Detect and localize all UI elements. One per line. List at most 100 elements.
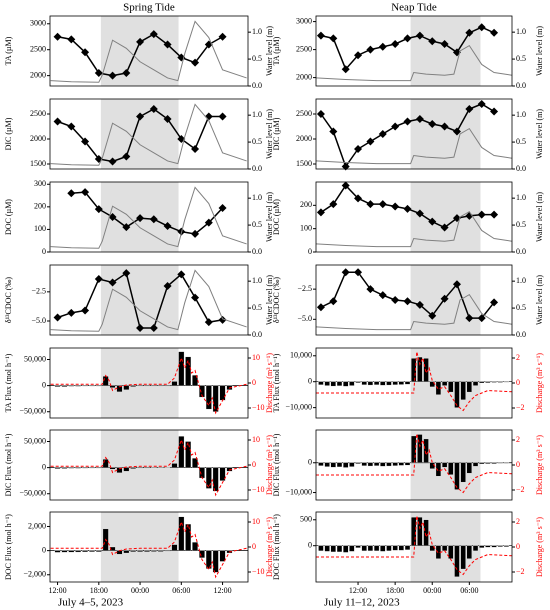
diamond-marker xyxy=(163,115,172,123)
diamond-marker xyxy=(378,200,387,209)
y2-tick-label: 0.5 xyxy=(252,137,262,146)
y-tick-label: 2500 xyxy=(296,44,312,53)
plot-frame xyxy=(315,264,513,336)
flux-bar xyxy=(192,542,198,551)
diamond-marker xyxy=(490,210,499,219)
diamond-marker xyxy=(391,296,400,304)
y2-tick-label: 0.0 xyxy=(516,81,526,90)
y-tick-label: 2500 xyxy=(296,109,312,118)
y2-tick-label: 0 xyxy=(516,542,520,551)
flux-bar xyxy=(89,467,95,469)
flux-bar xyxy=(61,467,68,469)
flux-bar xyxy=(367,462,374,467)
y2-tick-label: 0 xyxy=(516,378,520,387)
flux-bar xyxy=(330,381,336,387)
diamond-marker xyxy=(354,51,363,60)
flux-bar xyxy=(460,462,466,483)
flux-bar xyxy=(68,467,75,469)
y-tick-label: 0 xyxy=(308,541,312,550)
flux-bar xyxy=(185,523,192,551)
diamond-marker xyxy=(316,208,325,217)
y2-tick-label: 0.5 xyxy=(252,220,262,229)
flux-bar xyxy=(75,385,82,387)
diamond-marker xyxy=(490,107,499,116)
flux-bar xyxy=(398,545,404,551)
y2-tick-label: 1.0 xyxy=(252,276,262,285)
flux-bar xyxy=(178,436,185,468)
flux-bar xyxy=(497,545,503,547)
flux-bar xyxy=(361,381,367,385)
flux-bar xyxy=(479,545,485,548)
flux-bar xyxy=(491,545,497,548)
y2-tick-label: 0 xyxy=(516,460,520,469)
y-tick-label: 2000 xyxy=(296,72,312,81)
flux-bar xyxy=(373,381,380,385)
flux-bar xyxy=(441,462,448,468)
y2-line xyxy=(50,438,247,497)
plot-frame xyxy=(315,181,513,253)
flux-bar xyxy=(392,381,398,385)
flux-bar xyxy=(398,462,404,466)
diamond-marker xyxy=(341,162,350,171)
flux-bar xyxy=(130,467,137,469)
flux-bar xyxy=(417,434,423,463)
flux-bar xyxy=(330,462,336,468)
diamond-marker xyxy=(94,275,103,283)
diamond-marker xyxy=(465,314,474,323)
y2-axis-label: Discharge (m³ s⁻¹) xyxy=(265,435,274,495)
diamond-marker xyxy=(403,34,412,43)
diamond-marker xyxy=(67,122,76,131)
diamond-marker xyxy=(191,229,200,238)
y2-tick-label: 10 xyxy=(252,517,260,526)
plot-frame xyxy=(49,98,249,170)
night-shade xyxy=(100,265,179,335)
diamond-marker xyxy=(403,117,412,126)
flux-bar xyxy=(404,381,411,385)
diamond-marker xyxy=(122,69,131,78)
flux-bar xyxy=(417,517,423,546)
flux-bar xyxy=(75,550,82,553)
flux-bar xyxy=(349,545,355,552)
flux-bar xyxy=(454,462,460,490)
flux-bar xyxy=(144,385,150,387)
diamond-marker xyxy=(94,205,103,214)
y2-tick-label: 10 xyxy=(252,435,260,444)
flux-bar xyxy=(472,462,479,467)
diamond-marker xyxy=(177,270,186,279)
y2-tick-label: 0.5 xyxy=(516,54,526,63)
flux-bar xyxy=(380,381,386,386)
diamond-marker xyxy=(490,28,499,37)
y-tick-label: −10,000 xyxy=(285,402,312,411)
flux-bar xyxy=(361,545,367,552)
x-tick-label: 18:00 xyxy=(386,586,404,595)
flux-bar xyxy=(497,381,503,383)
flux-bar xyxy=(54,385,61,387)
flux-bar xyxy=(324,381,330,386)
y-tick-label: −5.0 xyxy=(297,314,312,323)
y-tick-label: 3000 xyxy=(296,16,312,25)
y2-tick-label: 1.0 xyxy=(252,27,262,36)
flux-bar xyxy=(164,385,171,387)
diamond-marker xyxy=(452,127,461,136)
x-tick-label: 06:00 xyxy=(172,586,190,595)
flux-bar xyxy=(423,358,429,382)
y2-axis-label: Water level (m) xyxy=(535,26,544,76)
diamond-marker xyxy=(440,223,449,232)
diamond-marker xyxy=(366,200,375,209)
flux-bar xyxy=(89,550,95,552)
diamond-marker xyxy=(428,217,437,226)
y2-tick-label: 0.5 xyxy=(252,303,262,312)
flux-bar xyxy=(199,550,205,559)
diamond-marker xyxy=(218,315,227,324)
y2-tick-label: 0.0 xyxy=(516,164,526,173)
plot-frame xyxy=(315,98,513,170)
flux-bar xyxy=(497,462,503,464)
flux-bar xyxy=(171,381,178,386)
y-axis-label: DIC Flux (mol h⁻¹) xyxy=(4,433,13,496)
flux-bar xyxy=(324,545,330,552)
flux-bar xyxy=(472,381,479,386)
diamond-marker xyxy=(191,145,200,153)
y2-axis-label: Discharge (m³ s⁻¹) xyxy=(265,353,274,413)
diamond-marker xyxy=(378,42,387,51)
y-tick-label: 0 xyxy=(42,380,46,389)
